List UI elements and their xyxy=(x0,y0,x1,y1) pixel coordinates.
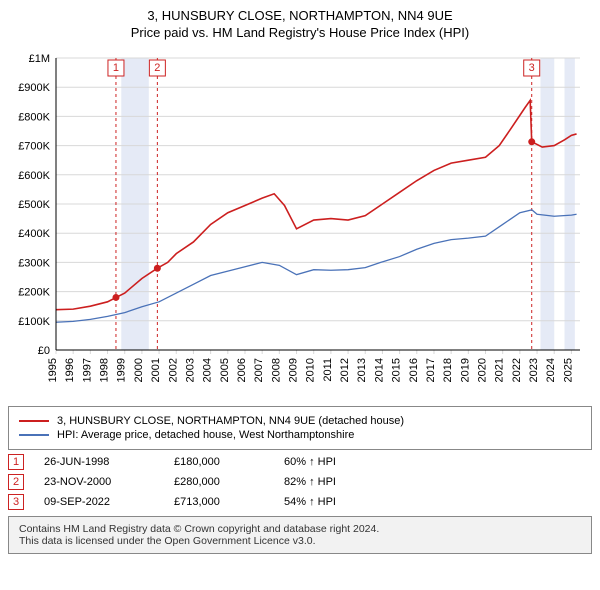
svg-text:2024: 2024 xyxy=(545,358,557,382)
footer-line-2: This data is licensed under the Open Gov… xyxy=(19,535,581,547)
legend-row: 3, HUNSBURY CLOSE, NORTHAMPTON, NN4 9UE … xyxy=(19,415,581,427)
svg-text:2022: 2022 xyxy=(511,358,523,382)
svg-text:2016: 2016 xyxy=(408,358,420,382)
event-date: 26-JUN-1998 xyxy=(44,456,154,468)
svg-text:£300K: £300K xyxy=(18,257,50,269)
svg-text:£600K: £600K xyxy=(18,170,50,182)
svg-text:2018: 2018 xyxy=(442,358,454,382)
event-marker: 3 xyxy=(8,494,24,510)
svg-text:2020: 2020 xyxy=(477,358,489,382)
svg-text:1995: 1995 xyxy=(47,358,59,382)
svg-text:2010: 2010 xyxy=(305,358,317,382)
event-pct: 60% ↑ HPI xyxy=(284,456,336,468)
svg-text:£500K: £500K xyxy=(18,199,50,211)
footer-line-1: Contains HM Land Registry data © Crown c… xyxy=(19,523,581,535)
svg-text:1998: 1998 xyxy=(99,358,111,382)
svg-text:2007: 2007 xyxy=(253,358,265,382)
event-pct: 54% ↑ HPI xyxy=(284,496,336,508)
svg-text:£800K: £800K xyxy=(18,111,50,123)
legend-label: 3, HUNSBURY CLOSE, NORTHAMPTON, NN4 9UE … xyxy=(57,415,404,427)
svg-text:2000: 2000 xyxy=(133,358,145,382)
svg-text:3: 3 xyxy=(529,62,535,74)
svg-text:£700K: £700K xyxy=(18,141,50,153)
svg-text:2015: 2015 xyxy=(391,358,403,382)
legend-swatch xyxy=(19,420,49,422)
event-price: £713,000 xyxy=(174,496,264,508)
svg-text:2001: 2001 xyxy=(150,358,162,382)
legend-label: HPI: Average price, detached house, West… xyxy=(57,429,354,441)
event-marker: 2 xyxy=(8,474,24,490)
svg-text:2: 2 xyxy=(154,62,160,74)
svg-text:2011: 2011 xyxy=(322,358,334,382)
svg-text:£900K: £900K xyxy=(18,82,50,94)
svg-text:£200K: £200K xyxy=(18,287,50,299)
event-marker: 1 xyxy=(8,454,24,470)
svg-text:1997: 1997 xyxy=(81,358,93,382)
svg-text:1: 1 xyxy=(113,62,119,74)
svg-text:2006: 2006 xyxy=(236,358,248,382)
svg-text:2003: 2003 xyxy=(184,358,196,382)
event-date: 09-SEP-2022 xyxy=(44,496,154,508)
svg-text:2008: 2008 xyxy=(270,358,282,382)
svg-text:£1M: £1M xyxy=(29,53,50,65)
event-row: 2 23-NOV-2000 £280,000 82% ↑ HPI xyxy=(8,474,592,490)
chart-title: 3, HUNSBURY CLOSE, NORTHAMPTON, NN4 9UE xyxy=(8,8,592,23)
svg-text:2023: 2023 xyxy=(528,358,540,382)
event-row: 1 26-JUN-1998 £180,000 60% ↑ HPI xyxy=(8,454,592,470)
svg-text:2009: 2009 xyxy=(288,358,300,382)
event-row: 3 09-SEP-2022 £713,000 54% ↑ HPI xyxy=(8,494,592,510)
svg-text:2012: 2012 xyxy=(339,358,351,382)
price-chart: £0 £100K £200K £300K £400K £500K £600K £700K £80… xyxy=(8,48,592,398)
event-price: £280,000 xyxy=(174,476,264,488)
svg-text:2014: 2014 xyxy=(373,358,385,382)
event-pct: 82% ↑ HPI xyxy=(284,476,336,488)
svg-text:1999: 1999 xyxy=(116,358,128,382)
legend: 3, HUNSBURY CLOSE, NORTHAMPTON, NN4 9UE … xyxy=(8,406,592,450)
svg-text:£0: £0 xyxy=(38,345,50,357)
legend-row: HPI: Average price, detached house, West… xyxy=(19,429,581,441)
svg-text:2005: 2005 xyxy=(219,358,231,382)
svg-text:2019: 2019 xyxy=(459,358,471,382)
chart-container: £0 £100K £200K £300K £400K £500K £600K £700K £80… xyxy=(8,48,592,398)
chart-subtitle: Price paid vs. HM Land Registry's House … xyxy=(8,25,592,40)
events-table: 1 26-JUN-1998 £180,000 60% ↑ HPI 2 23-NOV-200… xyxy=(8,454,592,510)
svg-text:2004: 2004 xyxy=(202,358,214,382)
event-price: £180,000 xyxy=(174,456,264,468)
svg-text:1996: 1996 xyxy=(64,358,76,382)
svg-text:2002: 2002 xyxy=(167,358,179,382)
svg-text:£100K: £100K xyxy=(18,316,50,328)
event-date: 23-NOV-2000 xyxy=(44,476,154,488)
svg-text:2013: 2013 xyxy=(356,358,368,382)
svg-text:2025: 2025 xyxy=(562,358,574,382)
legend-swatch xyxy=(19,434,49,436)
svg-text:£400K: £400K xyxy=(18,228,50,240)
svg-text:2021: 2021 xyxy=(494,358,506,382)
svg-text:2017: 2017 xyxy=(425,358,437,382)
footer-attribution: Contains HM Land Registry data © Crown c… xyxy=(8,516,592,554)
